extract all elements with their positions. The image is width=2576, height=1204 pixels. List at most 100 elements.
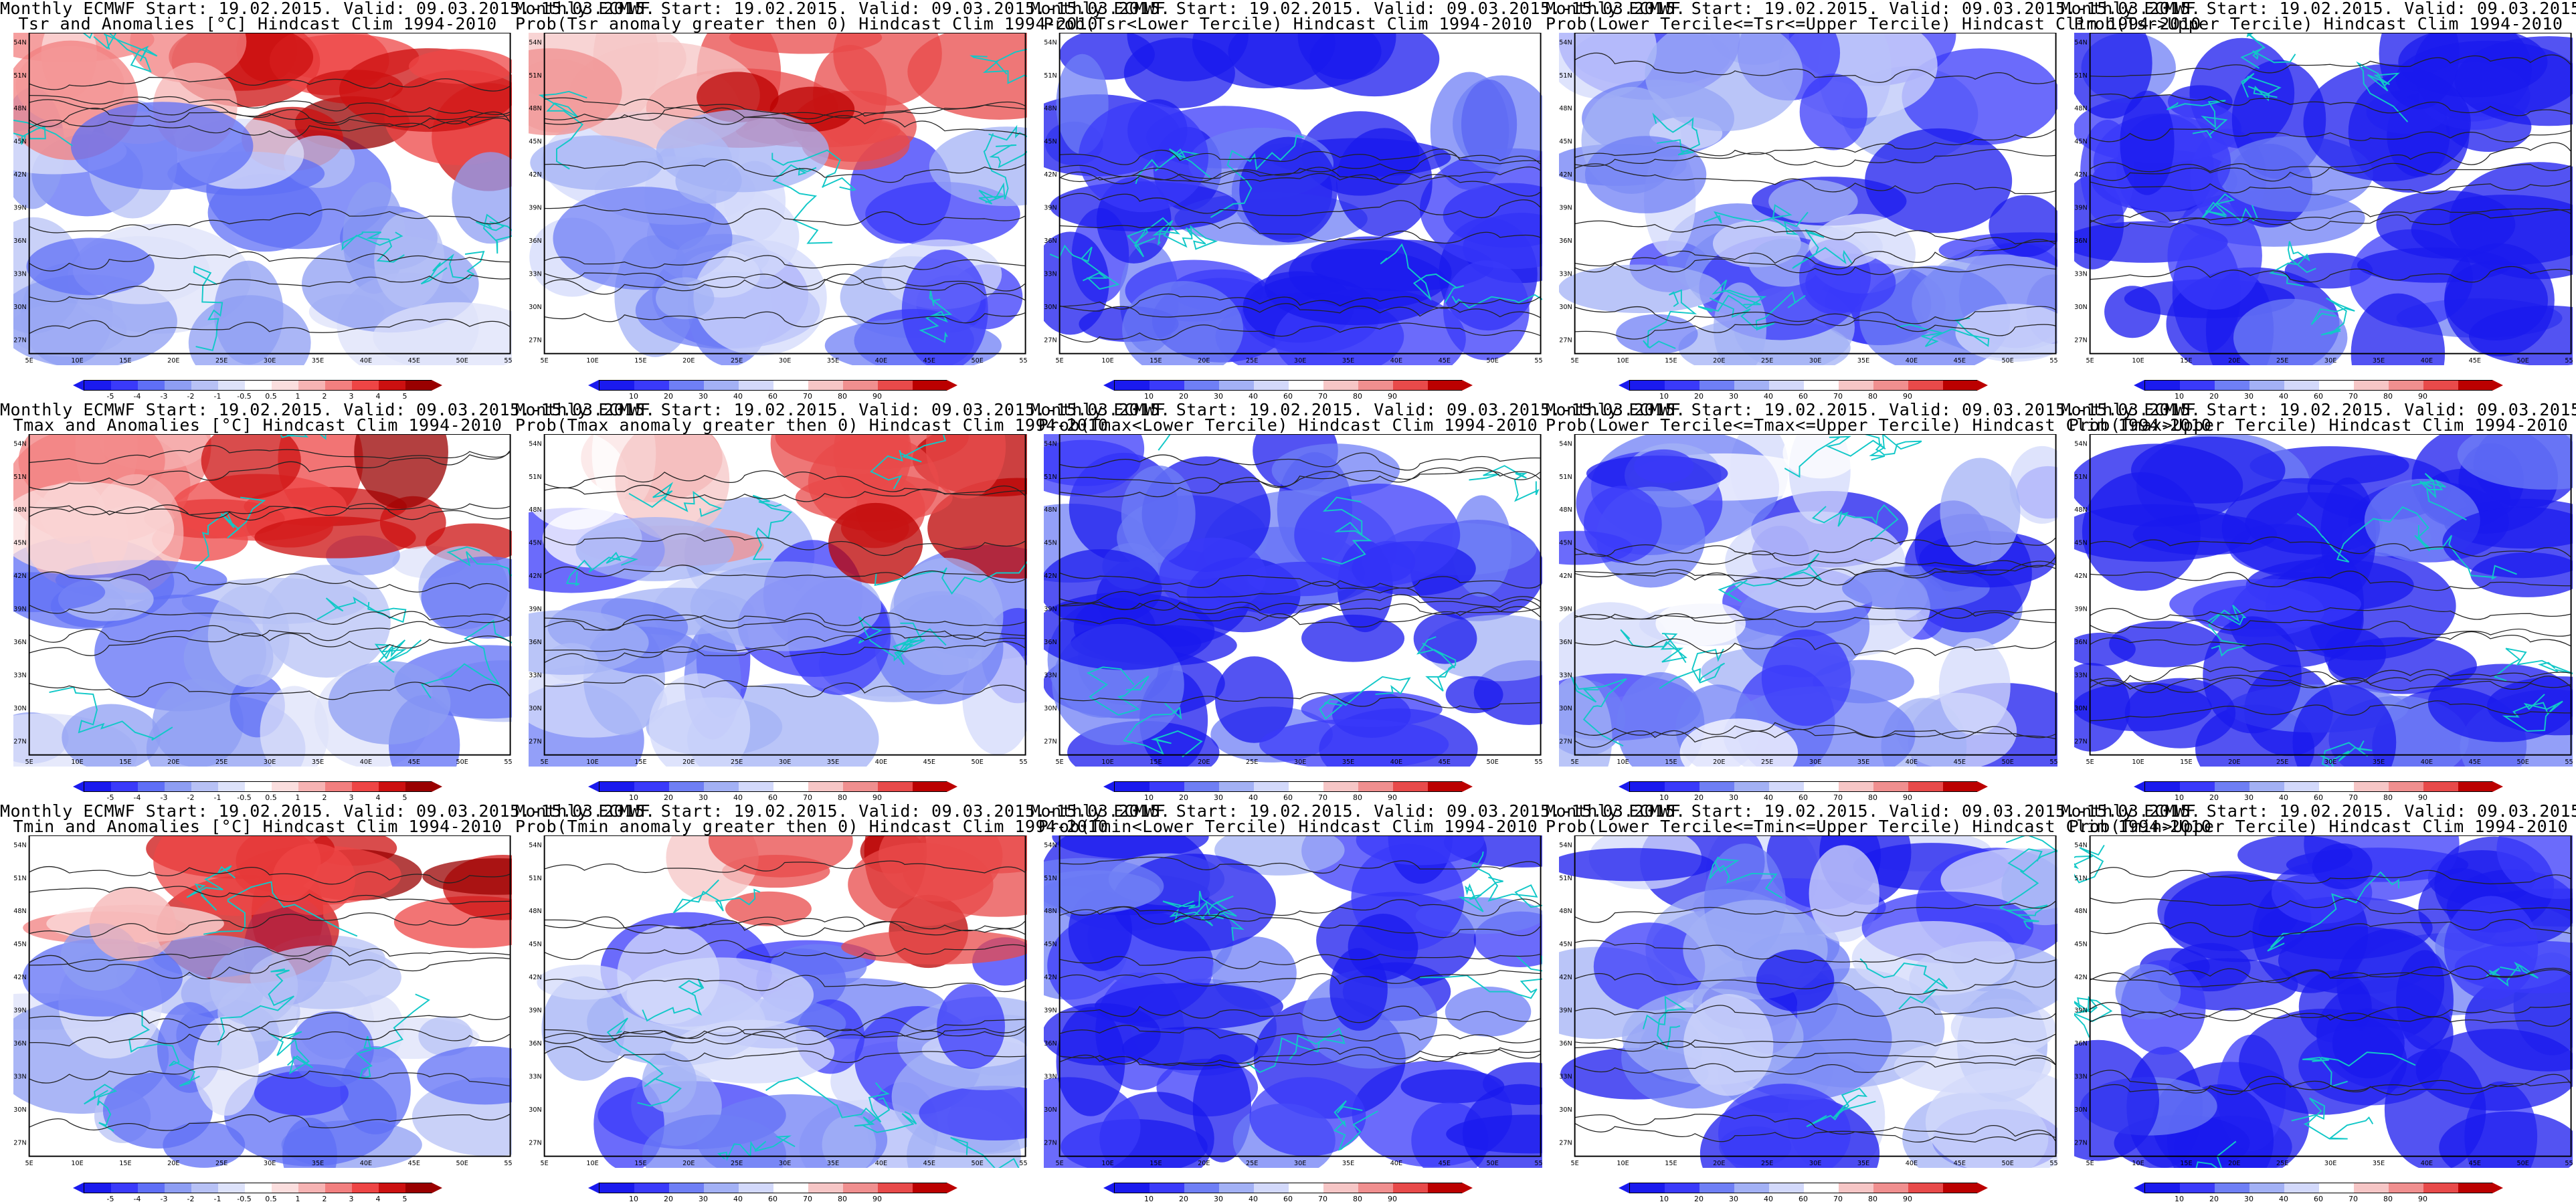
field-patch [250,945,401,1009]
y-tick-label: 33N [1044,672,1056,679]
colorbar-segment [218,381,246,390]
colorbar-label: -1 [213,1195,221,1203]
x-tick-label: 45E [2469,1160,2481,1167]
colorbar-min-arrow [1619,781,1629,792]
y-tick-label: 48N [13,908,26,915]
contour-line [2090,631,2571,651]
coastline [628,482,723,517]
x-tick-label: 15E [2180,759,2192,766]
x-tick-label: 20E [1713,759,1725,766]
colorbar-label: 10 [2175,392,2184,401]
x-tick-label: 55E [2049,357,2057,365]
field-patch [153,935,273,978]
contour-line [1059,692,1540,710]
colorbar-segment [913,1183,948,1193]
y-tick-label: 54N [529,440,541,447]
colorbar-probability [2134,781,2503,792]
coastline [1135,148,1211,185]
colorbar-label: 40 [733,1195,743,1203]
y-tick-label: 27N [2074,738,2087,745]
x-tick-label: 25E [215,759,227,766]
x-tick-label: 35E [312,357,324,365]
colorbar-label: 40 [1764,793,1773,802]
field-patch [2221,478,2380,579]
field-patch [1289,236,1452,310]
x-tick-label: 5E [1056,759,1064,766]
coastline [2310,297,2355,336]
colorbar-segment [165,782,192,791]
x-tick-label: 10E [586,357,598,365]
contour-line [1059,467,1541,498]
colorbar-label: 20 [1694,392,1704,401]
x-tick-label: 35E [312,1160,324,1167]
map-panel-tmax-prob-gt0: Monthly ECMWF Start: 19.02.2015. Valid: … [515,401,1170,803]
coastline [2493,647,2573,682]
x-tick-label: 20E [167,1160,179,1167]
field-patch [822,1115,877,1168]
contour-line [29,605,510,625]
colorbar-labels: 10 20 30 40 60 70 80 90 [1629,1195,1977,1204]
map-panel-tmin-prob-lower: Monthly ECMWF Start: 19.02.2015. Valid: … [1030,803,1685,1204]
x-tick-label: 35E [1342,1160,1354,1167]
contour-line [1059,167,1541,185]
field-patch [188,295,311,365]
colorbar-label: -0.5 [237,793,252,802]
x-tick-label: 45E [1954,759,1966,766]
y-tick-label: 42N [2074,974,2087,981]
field-patch [102,1072,213,1149]
map-tsr-prob-upper: 5E 10E 15E 20E 25E 30E 35E 40E 45E 50E 55E 54N 51N 48… [2074,33,2573,365]
colorbar-segment [843,1183,879,1193]
field-patch [1271,443,1400,498]
field-patch [1559,264,1722,314]
x-tick-label: 45E [408,357,420,365]
colorbar-segment [165,1183,192,1193]
field-patch [841,929,1027,965]
coastline [1458,876,1503,912]
y-tick-label: 42N [1559,573,1572,580]
field-patch [1044,870,1160,912]
colorbar-segment [1908,1183,1944,1193]
x-tick-label: 5E [541,357,549,365]
colorbar-max-arrow [947,1183,957,1193]
colorbar-segment [272,1183,299,1193]
colorbar-probability [1103,781,1473,792]
field-patch [1809,845,1879,942]
x-tick-label: 10E [1617,357,1629,365]
y-tick-label: 36N [1559,237,1572,245]
contour-line [544,272,1025,301]
map-tsr-anom: 5E 10E 15E 20E 25E 30E 35E 40E 45E 50E 55E 54N 51N 48… [13,33,512,365]
x-tick-label: 55E [504,357,512,365]
field-patch [617,925,720,1025]
colorbar-max-arrow [1462,380,1473,391]
colorbar-label: 80 [838,392,847,401]
x-tick-label: 20E [682,759,695,766]
colorbar-max-arrow [947,380,957,391]
x-tick-label: 10E [1101,759,1113,766]
x-tick-label: 25E [215,1160,227,1167]
y-tick-label: 27N [1559,1139,1572,1146]
colorbar-segment [245,1183,272,1193]
colorbar-label: 40 [1249,1195,1258,1203]
colorbar-label: 10 [1144,392,1154,401]
y-tick-label: 36N [13,237,26,245]
y-tick-label: 39N [529,1007,541,1015]
field-patch [1938,638,2011,736]
field-patch [13,482,175,576]
colorbar-label: 60 [1283,392,1293,401]
field-patch [1445,676,1503,714]
x-tick-label: 15E [1149,1160,1162,1167]
y-tick-label: 54N [2074,39,2087,46]
contour-line [2090,536,2571,557]
contour-line [544,975,1025,993]
y-tick-label: 39N [13,205,26,212]
colorbar-segment [1115,782,1150,791]
field-patch [13,572,106,613]
field-patch [417,1045,512,1105]
field-patch [2115,964,2181,1020]
colorbar-label: 20 [1179,1195,1188,1203]
y-tick-label: 27N [529,1139,541,1146]
colorbar-label: 30 [1729,392,1738,401]
contour-line [1059,953,1540,969]
field-patch [1453,75,1542,172]
map-frame [1059,434,1542,756]
